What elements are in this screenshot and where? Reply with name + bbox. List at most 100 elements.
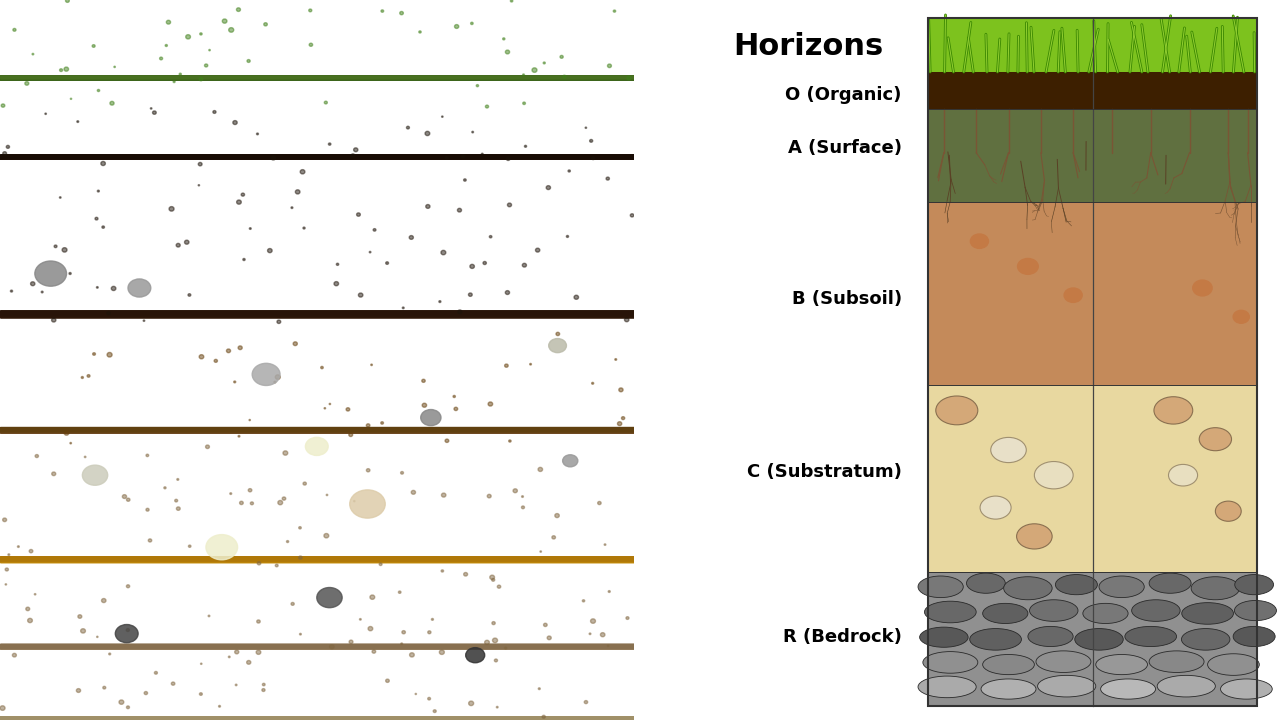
Bar — [0, 644, 634, 647]
Bar — [0, 718, 634, 720]
Bar — [0, 646, 634, 648]
Ellipse shape — [0, 706, 5, 711]
Ellipse shape — [1157, 675, 1216, 697]
Ellipse shape — [346, 408, 349, 411]
Ellipse shape — [983, 603, 1028, 624]
Bar — [0, 428, 634, 431]
Ellipse shape — [445, 156, 448, 159]
Bar — [0, 313, 634, 317]
Ellipse shape — [229, 27, 234, 32]
Bar — [0, 557, 634, 560]
Ellipse shape — [353, 148, 358, 152]
Bar — [0, 313, 634, 317]
Bar — [0, 717, 634, 719]
Ellipse shape — [428, 698, 430, 700]
Bar — [0, 557, 634, 560]
Ellipse shape — [471, 22, 474, 24]
Bar — [0, 717, 634, 719]
Ellipse shape — [59, 197, 61, 198]
Bar — [0, 156, 634, 158]
Ellipse shape — [561, 55, 563, 58]
Ellipse shape — [155, 672, 157, 674]
Bar — [0, 156, 634, 158]
Ellipse shape — [402, 307, 404, 309]
Bar — [0, 76, 634, 78]
Bar — [0, 77, 634, 78]
Bar — [0, 76, 634, 78]
Bar — [0, 646, 634, 648]
Ellipse shape — [110, 102, 114, 105]
Ellipse shape — [28, 618, 32, 623]
Bar — [0, 428, 634, 431]
Ellipse shape — [1038, 675, 1096, 697]
Ellipse shape — [540, 551, 541, 552]
Ellipse shape — [590, 618, 595, 624]
Bar — [0, 428, 634, 431]
Ellipse shape — [102, 686, 106, 689]
Ellipse shape — [145, 691, 147, 695]
Ellipse shape — [1181, 603, 1234, 624]
Ellipse shape — [82, 465, 108, 485]
Bar — [0, 312, 634, 316]
Bar — [0, 718, 634, 720]
Bar — [0, 557, 634, 560]
Ellipse shape — [1016, 524, 1052, 549]
Bar — [0, 559, 634, 562]
Bar — [0, 717, 634, 719]
Ellipse shape — [329, 143, 330, 145]
Ellipse shape — [626, 617, 628, 619]
Bar — [0, 156, 634, 158]
Bar — [0, 559, 634, 562]
Bar — [0, 76, 634, 78]
Bar — [0, 312, 634, 316]
Bar — [0, 717, 634, 719]
Ellipse shape — [481, 153, 483, 155]
Bar — [0, 156, 634, 158]
Ellipse shape — [351, 154, 355, 157]
Ellipse shape — [530, 364, 531, 365]
Bar — [0, 645, 634, 647]
Bar — [0, 428, 634, 431]
Ellipse shape — [458, 310, 462, 314]
Bar — [0, 156, 634, 158]
Bar — [0, 557, 634, 560]
Bar — [0, 312, 634, 316]
Bar — [0, 717, 634, 719]
Ellipse shape — [337, 264, 339, 266]
Bar — [0, 428, 634, 431]
Ellipse shape — [92, 353, 96, 355]
Bar — [0, 645, 634, 647]
Bar — [0, 557, 634, 559]
Bar — [0, 558, 634, 561]
Bar — [0, 645, 634, 647]
Ellipse shape — [492, 621, 495, 625]
Bar — [0, 717, 634, 719]
Ellipse shape — [454, 24, 458, 28]
Bar — [0, 718, 634, 720]
Ellipse shape — [238, 346, 242, 350]
Ellipse shape — [970, 234, 988, 248]
Ellipse shape — [256, 133, 259, 135]
Bar — [0, 717, 634, 719]
Ellipse shape — [468, 701, 474, 706]
Ellipse shape — [247, 660, 251, 665]
Bar — [0, 644, 634, 647]
Bar — [0, 557, 634, 560]
Ellipse shape — [554, 513, 559, 518]
Bar — [0, 156, 634, 158]
Ellipse shape — [498, 585, 500, 588]
Bar — [0, 559, 634, 562]
Bar — [0, 718, 634, 720]
Bar — [0, 557, 634, 559]
Ellipse shape — [492, 578, 494, 581]
Bar — [0, 428, 634, 431]
Bar — [0, 557, 634, 560]
Ellipse shape — [146, 508, 148, 511]
Ellipse shape — [1221, 679, 1272, 699]
Bar — [0, 718, 634, 719]
Bar — [0, 313, 634, 317]
Bar — [0, 76, 634, 78]
Bar — [0, 428, 634, 431]
Ellipse shape — [1234, 600, 1276, 621]
Ellipse shape — [101, 598, 106, 603]
